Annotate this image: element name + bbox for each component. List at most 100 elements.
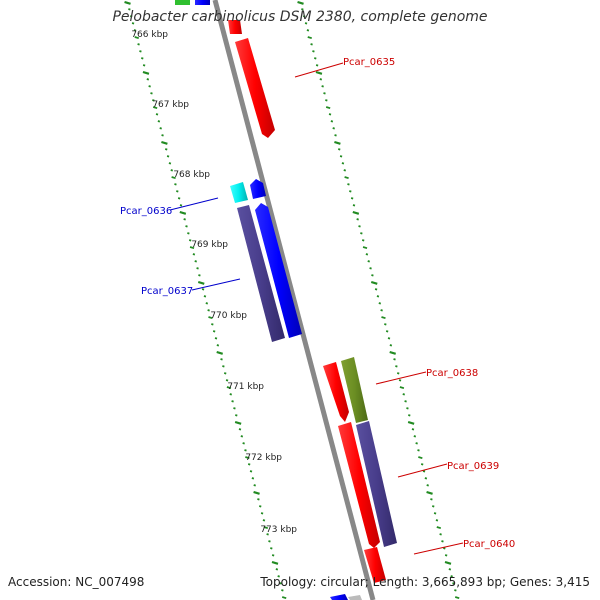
tick-mark [315, 70, 323, 75]
tick-mark [404, 400, 407, 403]
tick-mark [319, 78, 323, 81]
scale-label-769: 769 kbp [191, 240, 228, 250]
tick-mark [436, 526, 442, 530]
tick-mark [142, 70, 150, 75]
gene-pcar-0636-blue[interactable] [250, 179, 266, 199]
tick-mark [454, 596, 460, 600]
tick-mark [247, 463, 251, 466]
tick-mark [325, 99, 328, 102]
tick-mark [362, 246, 368, 250]
tick-mark [253, 490, 260, 495]
gene-red-0639[interactable] [338, 422, 380, 548]
tick-mark [393, 358, 396, 361]
tick-mark [179, 204, 183, 207]
tick-mark [220, 358, 223, 361]
tick-mark [216, 344, 220, 347]
tick-mark [443, 547, 446, 550]
tick-mark [337, 148, 341, 151]
tick-mark [205, 302, 209, 305]
tick-mark [408, 414, 411, 417]
tick-mark [389, 344, 393, 347]
gene-red-0638[interactable] [323, 362, 349, 422]
tick-mark [188, 239, 192, 242]
tick-mark [139, 50, 142, 53]
scale-label-772: 772 kbp [245, 453, 282, 463]
tick-mark [396, 372, 400, 375]
gene-blue-reverse[interactable] [255, 203, 302, 338]
tick-mark [222, 365, 225, 368]
tick-mark [371, 274, 374, 277]
gene-label-pcar-0635[interactable]: Pcar_0635 [343, 57, 395, 68]
gene-pcar-0637[interactable] [237, 205, 285, 342]
tick-mark [275, 568, 279, 571]
tick-mark [189, 246, 195, 250]
gene-pcar-0635[interactable] [235, 38, 275, 138]
tick-mark [301, 8, 304, 11]
top-partial-features [175, 0, 242, 34]
scale-label-766: 766 kbp [131, 30, 168, 40]
genome-backbone [212, 0, 376, 600]
tick-mark [146, 78, 150, 81]
tick-mark [312, 50, 315, 53]
gene-label-pcar-0638[interactable]: Pcar_0638 [426, 368, 478, 379]
tick-mark [385, 330, 389, 333]
tick-mark [420, 463, 424, 466]
tick-mark [281, 589, 284, 592]
gene-pcar-0636[interactable] [230, 182, 248, 203]
tick-mark [358, 225, 361, 228]
tick-mark [277, 575, 280, 578]
tick-mark [148, 85, 151, 88]
tick-mark [302, 15, 306, 18]
tick-mark [185, 225, 188, 228]
tick-mark [413, 435, 417, 438]
tick-mark [150, 92, 153, 95]
tick-mark [418, 456, 423, 460]
tick-mark [242, 442, 245, 445]
tick-mark [341, 162, 345, 165]
tick-mark [315, 64, 319, 67]
tick-mark [141, 57, 144, 60]
tick-mark [266, 533, 269, 536]
tick-mark [344, 176, 349, 180]
tick-mark [229, 393, 233, 396]
gene-label-pcar-0637[interactable]: Pcar_0637 [141, 286, 193, 297]
tick-mark [211, 323, 214, 326]
tick-mark [304, 22, 308, 25]
tick-mark [192, 253, 196, 256]
tick-mark [124, 0, 131, 5]
tick-mark [159, 127, 162, 130]
tick-mark [384, 323, 387, 326]
tick-mark [411, 428, 415, 431]
gene-pcar-0638[interactable] [341, 357, 368, 423]
tick-mark [253, 484, 256, 487]
tick-mark [307, 36, 313, 40]
gene-label-pcar-0639[interactable]: Pcar_0639 [447, 461, 499, 472]
tick-mark [258, 505, 262, 508]
tick-mark [350, 197, 354, 200]
gene-pcar-0640[interactable] [364, 547, 386, 583]
gene-pcar-0639[interactable] [356, 421, 397, 547]
tick-mark [381, 316, 386, 320]
tick-mark [415, 442, 418, 445]
tick-mark [360, 232, 363, 235]
tick-mark [187, 232, 190, 235]
tick-mark [279, 582, 282, 585]
gene-label-pcar-0636[interactable]: Pcar_0636 [120, 206, 172, 217]
gene-label-pcar-0640[interactable]: Pcar_0640 [463, 539, 515, 550]
tick-mark [235, 414, 238, 417]
tick-mark [352, 210, 360, 215]
accession-text: Accession: NC_007498 [8, 575, 145, 589]
tick-mark [281, 596, 287, 600]
tick-mark [441, 540, 444, 543]
tick-mark [426, 490, 433, 495]
scale-label-770: 770 kbp [210, 311, 247, 321]
tick-mark [168, 162, 172, 165]
tick-mark [164, 148, 168, 151]
tick-mark [395, 365, 398, 368]
tick-mark [233, 407, 236, 410]
tick-mark [170, 169, 174, 172]
tick-mark [179, 210, 187, 215]
tick-mark [271, 560, 279, 565]
tick-mark [349, 190, 352, 193]
